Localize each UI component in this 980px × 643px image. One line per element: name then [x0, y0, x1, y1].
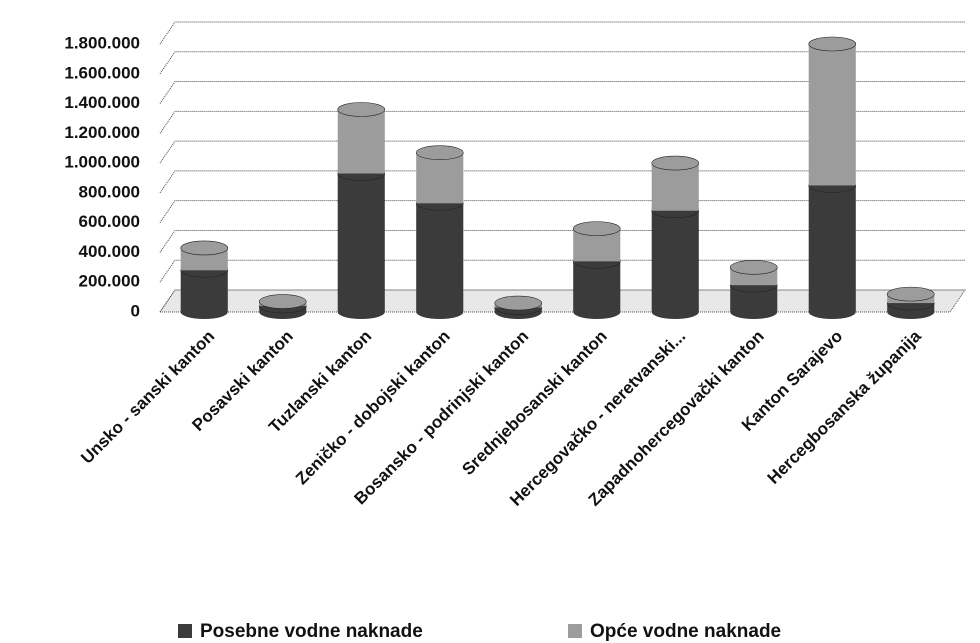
grid-line: [159, 81, 965, 104]
grid-line: [159, 140, 965, 164]
grid-line: [159, 170, 965, 194]
bar-cap: [651, 155, 700, 171]
y-tick-label: 1.000.000: [64, 153, 140, 172]
bar: [651, 210, 699, 312]
bar: [808, 44, 856, 186]
bar-cap: [258, 294, 307, 309]
grid-line: [159, 289, 965, 313]
bar: [416, 152, 464, 204]
bar: [416, 203, 464, 312]
y-tick-label: 1.600.000: [64, 63, 140, 82]
x-tick-label: Unsko - sanski kanton: [77, 327, 218, 468]
y-tick-label: 0: [131, 301, 140, 320]
bar-cap: [180, 240, 229, 256]
bar: [573, 261, 621, 312]
bar: [651, 163, 699, 211]
legend-swatch: [178, 624, 192, 638]
x-tick-label: Hercegbosanska županija: [764, 326, 925, 487]
legend-swatch: [568, 624, 582, 638]
x-tick-label: Srednjebosanski kanton: [458, 327, 610, 479]
bar-cap: [494, 295, 543, 311]
x-tick-label: Bosansko - podrinjski kanton: [350, 327, 532, 509]
x-tick-label: Zeničko - dobojski kanton: [292, 327, 454, 489]
grid-line: [159, 51, 965, 75]
grid-line: [159, 110, 965, 134]
bar-cap: [415, 145, 464, 160]
bar-cap: [337, 102, 386, 117]
bar: [337, 173, 385, 312]
bar-cap: [729, 260, 778, 275]
bar-cap: [886, 286, 935, 302]
bar-cap: [572, 221, 621, 236]
y-tick-label: 1.400.000: [64, 93, 140, 112]
grid-line: [159, 21, 965, 45]
bar-cap: [808, 36, 857, 52]
y-tick-label: 1.200.000: [64, 123, 140, 142]
grid-line: [159, 259, 965, 283]
y-tick-label: 400.000: [79, 242, 140, 261]
y-tick-label: 200.000: [79, 272, 140, 291]
y-tick-label: 1.800.000: [64, 33, 140, 52]
bar: [808, 185, 856, 312]
grid-line: [159, 200, 965, 223]
bar: [337, 109, 385, 174]
y-tick-label: 600.000: [79, 212, 140, 231]
grid-line: [159, 229, 965, 253]
y-tick-label: 800.000: [79, 182, 140, 201]
legend-label: Posebne vodne naknade: [200, 621, 423, 642]
legend-label: Opće vodne naknade: [590, 621, 781, 642]
